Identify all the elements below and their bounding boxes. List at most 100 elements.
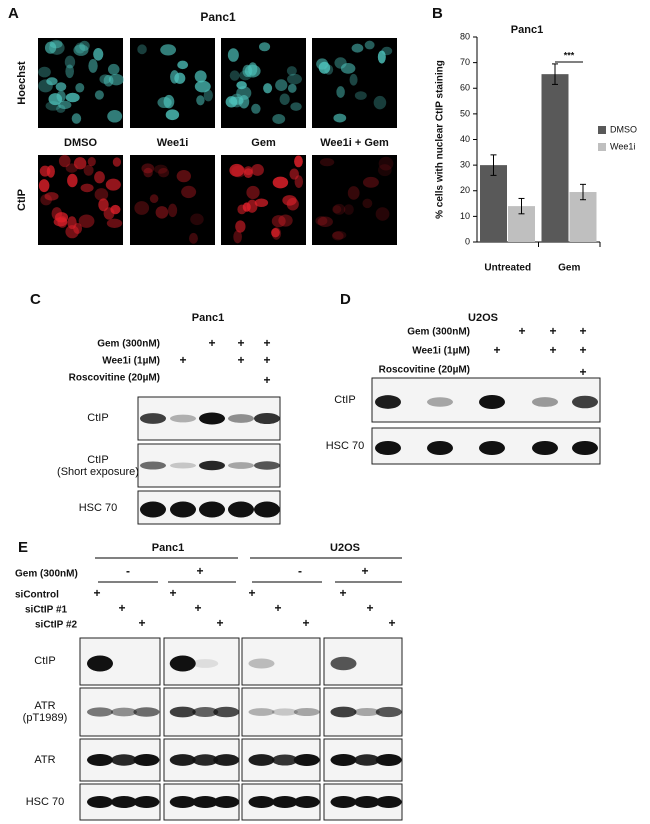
nucleus — [271, 227, 282, 240]
band — [330, 796, 357, 808]
nucleus — [278, 214, 293, 227]
nucleus — [196, 95, 205, 106]
band — [140, 501, 166, 518]
treatment-sign: + — [579, 343, 586, 357]
treatment-sign: + — [118, 601, 125, 615]
nucleus — [287, 73, 302, 85]
bar — [569, 192, 597, 242]
band — [111, 796, 137, 808]
band — [87, 707, 113, 717]
y-tick-label: 70 — [460, 57, 470, 67]
error-bar — [518, 197, 525, 215]
y-tick-label: 40 — [460, 134, 470, 144]
nucleus — [354, 91, 367, 100]
nucleus — [83, 164, 94, 176]
blot-label: CtIP — [87, 412, 108, 424]
micrograph — [130, 155, 215, 245]
band — [170, 414, 196, 423]
nucleus — [168, 203, 178, 218]
blot — [323, 637, 403, 686]
nucleus — [271, 215, 286, 228]
band — [572, 395, 598, 409]
nucleus — [381, 46, 393, 56]
row-label: Hoechst — [16, 61, 28, 105]
nucleus — [373, 95, 387, 110]
nucleus — [228, 96, 244, 105]
blot-label: HSC 70 — [26, 796, 65, 808]
band — [87, 754, 113, 766]
legend-label: Wee1i — [610, 141, 635, 151]
nucleus — [94, 90, 104, 100]
nucleus — [246, 185, 260, 200]
nucleus — [56, 104, 66, 113]
blot — [163, 637, 240, 686]
nucleus — [149, 194, 159, 204]
nucleus — [58, 100, 72, 110]
y-tick-label: 80 — [460, 31, 470, 41]
y-tick-label: 60 — [460, 83, 470, 93]
band — [170, 501, 196, 518]
band — [213, 796, 240, 808]
condition-label: Gem — [251, 137, 276, 149]
band — [330, 706, 357, 718]
nucleus — [244, 64, 261, 78]
y-tick-label: 20 — [460, 185, 470, 195]
treatment-sign: + — [216, 616, 223, 630]
nucleus — [38, 179, 50, 193]
nucleus — [272, 176, 289, 189]
nucleus — [230, 93, 244, 108]
treatment-label: Wee1i (1µM) — [412, 346, 470, 357]
nucleus — [194, 70, 207, 83]
band — [199, 501, 225, 518]
blot-label: CtIP — [34, 655, 55, 667]
nucleus — [107, 63, 120, 75]
treatment-sign: + — [518, 324, 525, 338]
band — [353, 707, 380, 717]
band — [479, 441, 505, 455]
nucleus — [64, 55, 76, 69]
cell-line-label: Panc1 — [152, 542, 184, 554]
nucleus — [243, 168, 253, 179]
band — [192, 754, 219, 766]
error-bar — [552, 63, 558, 85]
blot-label: CtIP — [334, 394, 355, 406]
nucleus — [332, 230, 347, 240]
treatment-sign: + — [274, 601, 281, 615]
treatment-sign: + — [179, 353, 186, 367]
blot — [241, 687, 321, 737]
bar — [541, 74, 569, 242]
nucleus — [289, 168, 299, 180]
nucleus — [137, 44, 147, 55]
nucleus — [233, 230, 242, 244]
band — [140, 461, 166, 470]
micrograph — [312, 155, 397, 245]
nucleus — [279, 93, 290, 105]
legend-label: DMSO — [610, 124, 637, 134]
nucleus — [94, 171, 105, 184]
treatment-sign: + — [263, 336, 270, 350]
treatment-sign: + — [263, 373, 270, 387]
band — [228, 501, 254, 518]
nucleus — [229, 163, 245, 177]
band — [293, 754, 320, 766]
y-tick-label: 50 — [460, 108, 470, 118]
band — [228, 414, 254, 423]
band — [572, 441, 598, 455]
nucleus — [58, 154, 71, 168]
band — [427, 397, 453, 407]
band — [192, 659, 219, 668]
nucleus — [55, 82, 67, 92]
treatment-sign: + — [196, 564, 203, 578]
nucleus — [349, 73, 358, 86]
band — [199, 412, 225, 425]
band — [271, 708, 298, 716]
band — [87, 655, 113, 672]
band — [140, 413, 166, 424]
sirna-label: siCtIP #1 — [25, 605, 67, 616]
nucleus — [378, 164, 392, 177]
nucleus — [340, 62, 356, 74]
treatment-sign: + — [549, 324, 556, 338]
nucleus — [294, 155, 303, 168]
nucleus — [194, 80, 211, 93]
